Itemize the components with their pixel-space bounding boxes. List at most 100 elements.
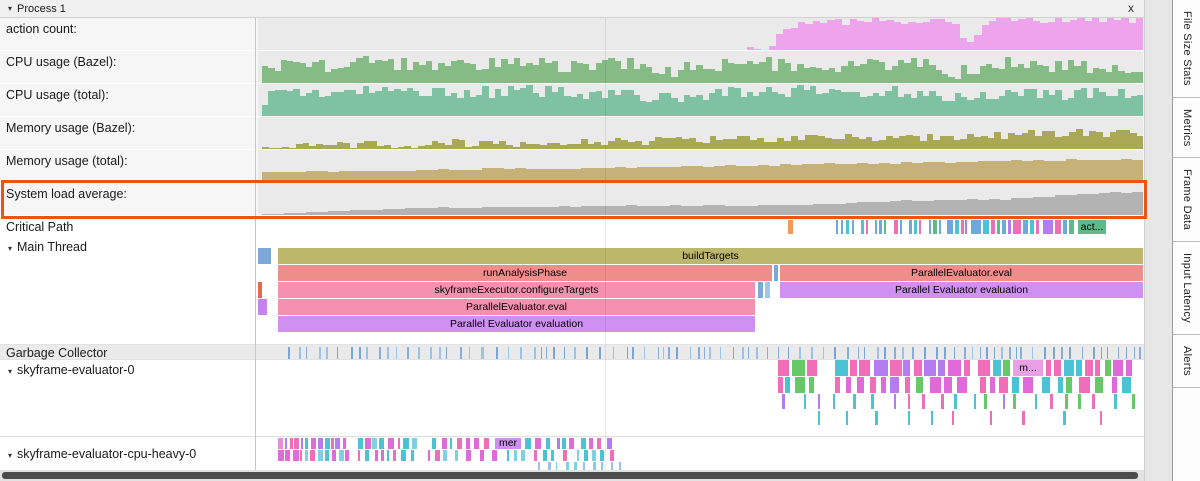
trace-block — [657, 347, 659, 359]
trace-span[interactable]: ParallelEvaluator.eval — [278, 299, 755, 315]
trace-span[interactable]: Parallel Evaluator evaluation — [278, 316, 755, 332]
trace-block — [618, 462, 621, 470]
trace-block — [1132, 394, 1136, 409]
horizontal-scrollbar[interactable] — [0, 470, 1144, 481]
trace-block — [317, 450, 324, 461]
trace-block — [986, 347, 989, 359]
trace-block — [983, 220, 989, 234]
trace-span[interactable]: act... — [1078, 220, 1106, 234]
trace-span[interactable]: mer — [495, 438, 521, 449]
trace-block — [610, 450, 615, 461]
collapse-arrow-icon[interactable]: ▾ — [8, 451, 13, 460]
tab-alerts[interactable]: Alerts — [1173, 335, 1200, 389]
trace-block — [492, 450, 497, 461]
trace-block — [542, 450, 547, 461]
trace-block — [466, 450, 471, 461]
trace-block — [784, 377, 791, 393]
tab-input-latency[interactable]: Input Latency — [1173, 242, 1200, 336]
trace-block — [833, 347, 836, 359]
trace-block — [326, 347, 329, 359]
trace-block — [403, 438, 410, 449]
trace-block — [939, 220, 941, 234]
trace-block — [386, 347, 389, 359]
trace-block — [331, 438, 334, 449]
trace-block — [993, 360, 1001, 376]
trace-block — [568, 438, 574, 449]
trace-block — [971, 220, 981, 234]
trace-block — [593, 462, 596, 470]
trace-block — [832, 394, 836, 409]
trace-block — [288, 347, 291, 359]
trace-block — [817, 394, 821, 409]
trace-span[interactable]: m... — [1013, 360, 1043, 376]
trace-block — [791, 360, 805, 376]
trace-block — [965, 220, 967, 234]
trace-block — [576, 450, 580, 461]
trace-block — [626, 347, 628, 359]
scrollbar-thumb[interactable] — [2, 472, 1138, 479]
action-count-chart — [258, 18, 1143, 50]
trace-block — [863, 347, 866, 359]
trace-block — [643, 347, 646, 359]
trace-block — [884, 347, 887, 359]
track-label: CPU usage (Bazel): — [6, 55, 117, 69]
trace-block — [1043, 220, 1053, 234]
system-load-average-chart — [258, 183, 1143, 215]
trace-block — [777, 347, 779, 359]
trace-block — [852, 220, 854, 234]
trace-block — [364, 438, 371, 449]
trace-block — [484, 438, 489, 449]
trace-block — [787, 347, 790, 359]
tab-file-size-stats[interactable]: File Size Stats — [1173, 0, 1200, 98]
trace-block — [912, 347, 915, 359]
trace-block — [1055, 220, 1061, 234]
trace-block — [846, 220, 849, 234]
collapse-arrow-icon[interactable]: ▾ — [8, 244, 13, 253]
trace-block — [875, 220, 877, 234]
trace-block — [881, 377, 886, 393]
trace-span[interactable]: runAnalysisPhase — [278, 265, 772, 281]
trace-block — [923, 347, 926, 359]
tab-frame-data[interactable]: Frame Data — [1173, 158, 1200, 243]
trace-span[interactable]: ParallelEvaluator.eval — [780, 265, 1143, 281]
tab-metrics[interactable]: Metrics — [1173, 98, 1200, 159]
trace-block — [799, 347, 802, 359]
cpu-usage-total-chart — [258, 84, 1143, 116]
trace-block — [1138, 347, 1141, 359]
process-collapse-arrow-icon[interactable]: ▾ — [8, 4, 13, 13]
trace-block — [555, 462, 558, 470]
right-gutter — [1144, 0, 1172, 481]
trace-block — [289, 438, 293, 449]
trace-block — [1099, 411, 1103, 425]
track-label: CPU usage (total): — [6, 88, 109, 102]
trace-block — [979, 347, 982, 359]
process-titlebar[interactable]: ▾ Process 1 x — [0, 0, 1144, 18]
trace-block — [611, 462, 614, 470]
trace-block — [1052, 347, 1055, 359]
trace-block — [732, 347, 735, 359]
trace-block — [397, 438, 400, 449]
trace-block — [495, 347, 498, 359]
trace-block — [455, 450, 458, 461]
trace-block — [1013, 220, 1021, 234]
trace-block — [336, 347, 339, 359]
trace-block — [914, 360, 922, 376]
trace-block — [1022, 411, 1025, 425]
trace-span[interactable]: Parallel Evaluator evaluation — [780, 282, 1143, 298]
trace-block — [1041, 377, 1051, 393]
trace-block — [941, 394, 944, 409]
trace-block — [606, 438, 613, 449]
trace-block — [1035, 394, 1038, 409]
collapse-arrow-icon[interactable]: ▾ — [8, 367, 13, 376]
track-garbage-collector: Garbage Collector — [0, 344, 1144, 360]
trace-block — [947, 220, 953, 234]
close-icon[interactable]: x — [1128, 1, 1134, 15]
trace-span[interactable]: skyframeExecutor.configureTargets — [278, 282, 755, 298]
trace-block — [596, 438, 602, 449]
trace-block — [561, 438, 566, 449]
trace-block — [990, 411, 993, 425]
trace-span[interactable]: buildTargets — [278, 248, 1143, 264]
trace-block — [766, 347, 769, 359]
track-main-thread: ▾ Main Thread buildTargets runAnalysisPhas… — [0, 238, 1144, 334]
trace-block — [997, 220, 1000, 234]
